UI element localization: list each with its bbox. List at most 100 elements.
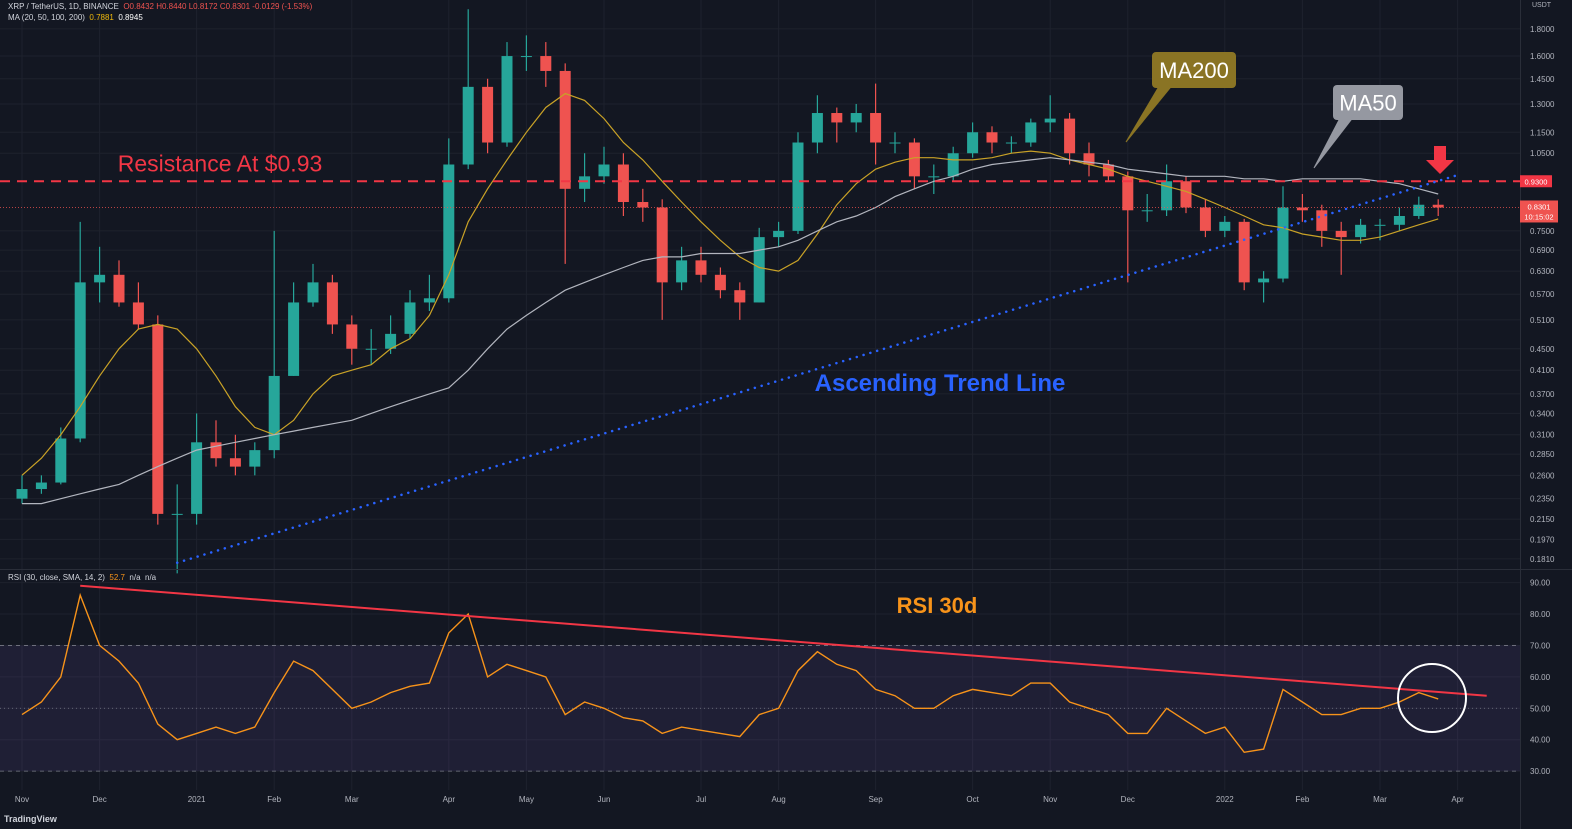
candle-body <box>249 450 261 467</box>
x-tick-label: May <box>519 795 534 804</box>
candle-body <box>1122 176 1134 211</box>
y-tick-label: 0.2600 <box>1530 471 1555 480</box>
candle-body <box>1141 210 1153 212</box>
candle-body <box>113 274 125 303</box>
symbol: XRP / TetherUS, 1D, BINANCE <box>8 2 119 11</box>
candle-body <box>1432 204 1444 208</box>
candle-body <box>1044 118 1056 123</box>
candle-body <box>132 302 144 325</box>
indicator-label: MA (20, 50, 100, 200) <box>8 13 85 22</box>
candle-body <box>443 164 455 299</box>
candle-body <box>191 442 203 514</box>
candle-body <box>1199 207 1211 231</box>
candle-body <box>462 86 474 165</box>
candle-body <box>1238 221 1250 283</box>
na-label: n/a <box>145 573 157 582</box>
candle-body <box>1296 207 1308 211</box>
y-tick-label: 1.8000 <box>1530 25 1555 34</box>
last-price-tag <box>1520 200 1558 223</box>
rsi-line <box>21 592 1439 754</box>
candle-body <box>1393 215 1405 225</box>
y-tick-label: 0.4500 <box>1530 345 1555 354</box>
x-tick-label: 2022 <box>1216 795 1234 804</box>
candle-body <box>1219 221 1231 231</box>
y-tick-label: 1.0500 <box>1530 149 1555 158</box>
moving-average <box>22 157 1439 505</box>
candle-body <box>908 142 920 177</box>
candle-body <box>210 442 222 459</box>
rsi-trend-line <box>80 584 1487 697</box>
candle-body <box>268 375 280 451</box>
candle-body <box>404 302 416 334</box>
y-tick-label: 30.00 <box>1530 767 1551 776</box>
y-tick-label: 60.00 <box>1530 673 1551 682</box>
y-tick-label: 80.00 <box>1530 610 1551 619</box>
candle-body <box>1005 142 1017 144</box>
x-tick-label: Dec <box>1121 795 1135 804</box>
y-tick-label: 70.00 <box>1530 641 1551 650</box>
candle-body <box>1335 230 1347 238</box>
y-tick-label: 0.2850 <box>1530 450 1555 459</box>
countdown-label: 10:15:02 <box>1524 212 1553 221</box>
indicator-line: MA (20, 50, 100, 200) 0.7881 0.8945 <box>8 13 143 22</box>
currency: USDT <box>1532 2 1552 9</box>
candle-body <box>928 176 940 178</box>
y-tick-label: 1.4500 <box>1530 75 1555 84</box>
x-tick-label: Feb <box>1296 795 1310 804</box>
candle-body <box>1180 181 1192 208</box>
candle-body <box>365 348 377 350</box>
candle-body <box>1064 118 1076 154</box>
price-tag <box>1520 175 1552 188</box>
rsi-value: 52.7 <box>109 573 125 582</box>
footer-logo: TradingView <box>4 814 58 824</box>
annotation-box <box>1333 85 1403 120</box>
x-tick-label: Dec <box>92 795 106 804</box>
candle-body <box>637 202 649 208</box>
last-price-label: 0.8301 <box>1528 202 1551 211</box>
candle-body <box>16 489 28 499</box>
x-tick-label: Apr <box>443 795 456 804</box>
candle-body <box>559 70 571 189</box>
x-tick-label: Mar <box>1373 795 1387 804</box>
annotation-box <box>1152 52 1236 88</box>
candle-body <box>579 176 591 189</box>
y-tick-label: 0.2350 <box>1530 495 1555 504</box>
candle-body <box>617 164 629 203</box>
candle-body <box>792 142 804 231</box>
x-tick-label: Jun <box>598 795 611 804</box>
resistance-label: Resistance At $0.93 <box>118 150 323 176</box>
candle-body <box>850 113 862 123</box>
candle-body <box>714 274 726 291</box>
rsi-annotation: RSI 30d <box>897 593 978 618</box>
x-tick-label: Mar <box>345 795 359 804</box>
candle-body <box>986 132 998 143</box>
candle-body <box>656 207 668 283</box>
ohlc: O0.8432 H0.8440 L0.8172 C0.8301 -0.0129 … <box>123 2 313 11</box>
candle-body <box>288 302 300 376</box>
candle-body <box>423 298 435 303</box>
candle-body <box>1102 164 1114 177</box>
indicator-value: 0.8945 <box>118 13 143 22</box>
candle-body <box>1025 122 1037 143</box>
x-tick-label: Jul <box>696 795 706 804</box>
x-tick-label: Feb <box>267 795 281 804</box>
x-tick-label: Nov <box>1043 795 1057 804</box>
candle-body <box>1316 210 1328 231</box>
y-tick-label: 1.6000 <box>1530 52 1555 61</box>
candle-body <box>540 56 552 71</box>
candle-body <box>1258 278 1270 283</box>
candle-body <box>870 113 882 143</box>
candle-body <box>773 230 785 238</box>
y-tick-label: 0.6900 <box>1530 246 1555 255</box>
moving-average <box>21 92 1439 476</box>
header-line: XRP / TetherUS, 1D, BINANCE O0.8432 H0.8… <box>8 2 312 11</box>
candle-body <box>734 290 746 303</box>
rsi-header: RSI (30, close, SMA, 14, 2) 52.7 n/a n/a <box>8 573 156 582</box>
candle-body <box>1161 181 1173 211</box>
marks <box>0 9 1520 754</box>
y-tick-label: 40.00 <box>1530 736 1551 745</box>
candle-body <box>229 458 241 467</box>
y-tick-label: 0.3100 <box>1530 431 1555 440</box>
rsi-label: RSI (30, close, SMA, 14, 2) <box>8 573 105 582</box>
